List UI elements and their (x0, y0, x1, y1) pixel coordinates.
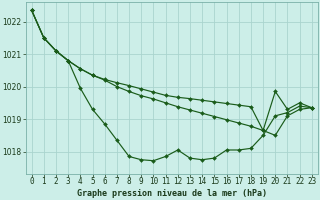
X-axis label: Graphe pression niveau de la mer (hPa): Graphe pression niveau de la mer (hPa) (77, 189, 267, 198)
